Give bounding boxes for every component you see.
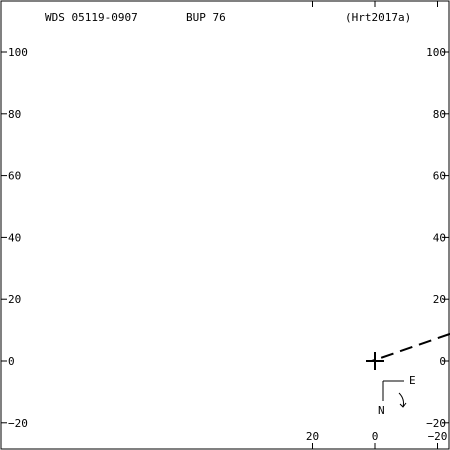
y-tick-label-left: 60 [8,170,21,183]
y-tick-label-right: 80 [433,108,446,121]
y-tick-label-left: 20 [8,293,21,306]
orientation-east-label: E [409,374,416,387]
y-tick-label-left: 0 [8,355,15,368]
y-tick-label-left: −20 [8,417,28,430]
rotation-arrow-icon [398,392,407,408]
y-tick-label-left: 80 [8,108,21,121]
y-tick-label-right: 0 [439,355,446,368]
header-reference: (Hrt2017a) [345,11,411,24]
y-tick-label-right: −20 [426,417,446,430]
y-tick-label-right: 20 [433,293,446,306]
x-tick-label: −20 [428,430,448,443]
y-tick-label-left: 100 [8,46,28,59]
y-tick-label-right: 100 [426,46,446,59]
orientation-north-label: N [378,404,385,417]
y-tick-label-right: 40 [433,231,446,244]
x-tick-label: 20 [306,430,319,443]
orbit-lines [366,332,450,370]
header-discoverer: BUP 76 [186,11,226,24]
node-line [371,332,450,362]
orientation-indicator: EN [378,374,416,417]
header-star-id: WDS 05119-0907 [45,11,138,24]
x-tick-label: 0 [372,430,379,443]
y-tick-label-left: 40 [8,231,21,244]
y-tick-label-right: 60 [433,170,446,183]
